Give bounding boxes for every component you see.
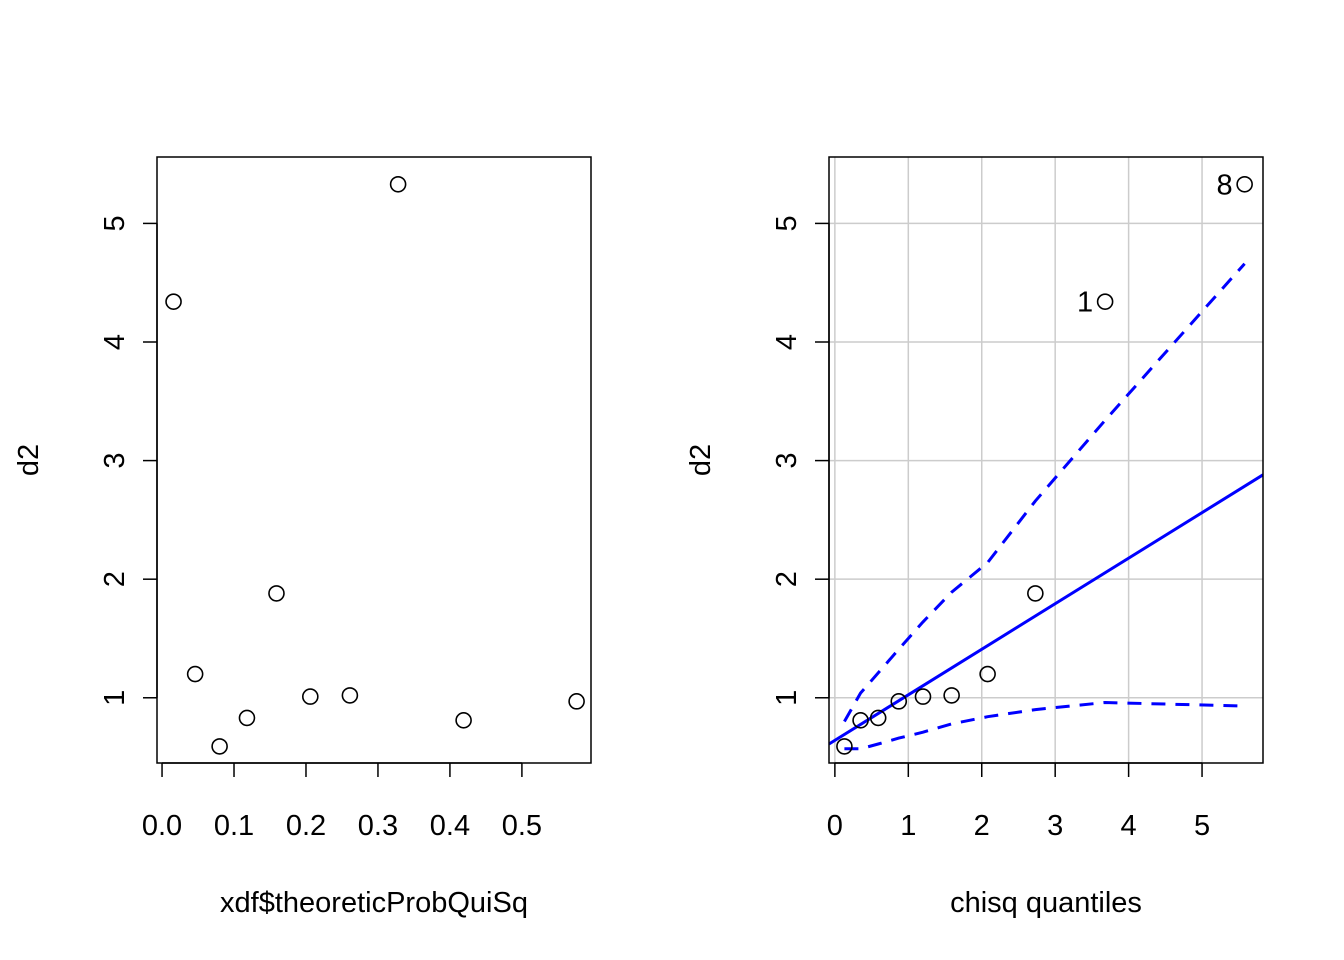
left-plot-marks [165,175,585,755]
left-plot-point-0 [165,293,182,310]
right-plot-point-2 [869,709,887,727]
right-plot-y-tick-label-3: 4 [771,334,803,350]
reference-line [829,473,1263,746]
right-plot-x-tick-label-0: 0 [827,810,843,842]
left-plot-point-5 [302,688,319,705]
right-plot-axes: 0 1 2 3 4 5 1 2 3 4 5 [771,215,1210,842]
right-plot-point-3 [890,693,908,710]
left-plot-ylabel: d2 [13,444,45,476]
right-plot-point-0 [836,738,853,755]
right-plot-x-tick-label-4: 4 [1121,810,1137,842]
right-plot-x-tick-label-2: 2 [974,810,990,842]
right-plot-y-tick-label-0: 1 [771,690,803,706]
left-plot-x-tick-label-0: 0.0 [142,810,182,842]
right-plot-x-tick-label-3: 3 [1047,810,1063,842]
left-plot-point-9 [568,693,585,710]
left-plot-x-tick-label-2: 0.2 [286,810,326,842]
left-plot-point-8 [455,712,472,729]
right-plot-y-tick-label-4: 5 [771,215,803,231]
right-plot-x-tick-label-1: 1 [900,810,916,842]
right-plot-point-8 [1096,293,1114,310]
confidence-band-upper [843,262,1246,723]
right-plot-point-5 [943,687,960,704]
right-plot-x-tick-label-5: 5 [1194,810,1210,842]
right-plot-ylabel: d2 [685,444,717,476]
left-plot-y-tick-label-0: 1 [99,690,131,706]
right-plot-point-1 [852,712,869,729]
left-plot-point-1 [186,665,204,683]
right-plot-point-label-1: 1 [1077,287,1093,319]
left-plot-point-6 [341,687,359,704]
left-plot-axes: 0.0 0.1 0.2 0.3 0.4 0.5 1 2 3 4 5 [99,215,542,842]
right-plot-y-tick-label-2: 3 [771,453,803,469]
right-plot-point-label-8: 8 [1217,169,1233,201]
right-plot-point-4 [914,688,932,705]
left-plot-y-tick-label-2: 3 [99,453,131,469]
right-plot-marks: 18 [836,169,1253,755]
left-plot-x-tick-label-4: 0.4 [430,810,470,842]
right-plot-xlabel: chisq quantiles [950,887,1142,919]
left-plot-y-tick-label-4: 5 [99,215,131,231]
left-plot-point-4 [268,585,285,602]
left-plot-y-tick-label-3: 4 [99,334,131,350]
left-plot-y-tick-label-1: 2 [99,571,131,587]
left-plot-point-2 [211,738,228,755]
left-plot-point-3 [238,709,256,727]
left-plot-x-tick-label-5: 0.5 [502,810,542,842]
right-plot-y-tick-label-1: 2 [771,571,803,587]
left-plot-x-tick-label-3: 0.3 [358,810,398,842]
right-plot-lines [829,262,1263,751]
left-plot-point-7 [389,175,407,193]
right-plot-point-6 [979,665,996,683]
left-plot-xlabel: xdf$theoreticProbQuiSq [220,887,528,919]
left-plot: 0.0 0.1 0.2 0.3 0.4 0.5 1 2 3 4 5 xdf$theoreticPro… [13,156,592,919]
right-plot-point-9 [1236,175,1253,193]
left-plot-x-tick-label-1: 0.1 [214,810,254,842]
left-plot-frame [156,156,592,764]
right-plot-grid [829,157,1263,763]
right-plot-point-7 [1027,585,1044,602]
confidence-band-lower [844,700,1245,751]
